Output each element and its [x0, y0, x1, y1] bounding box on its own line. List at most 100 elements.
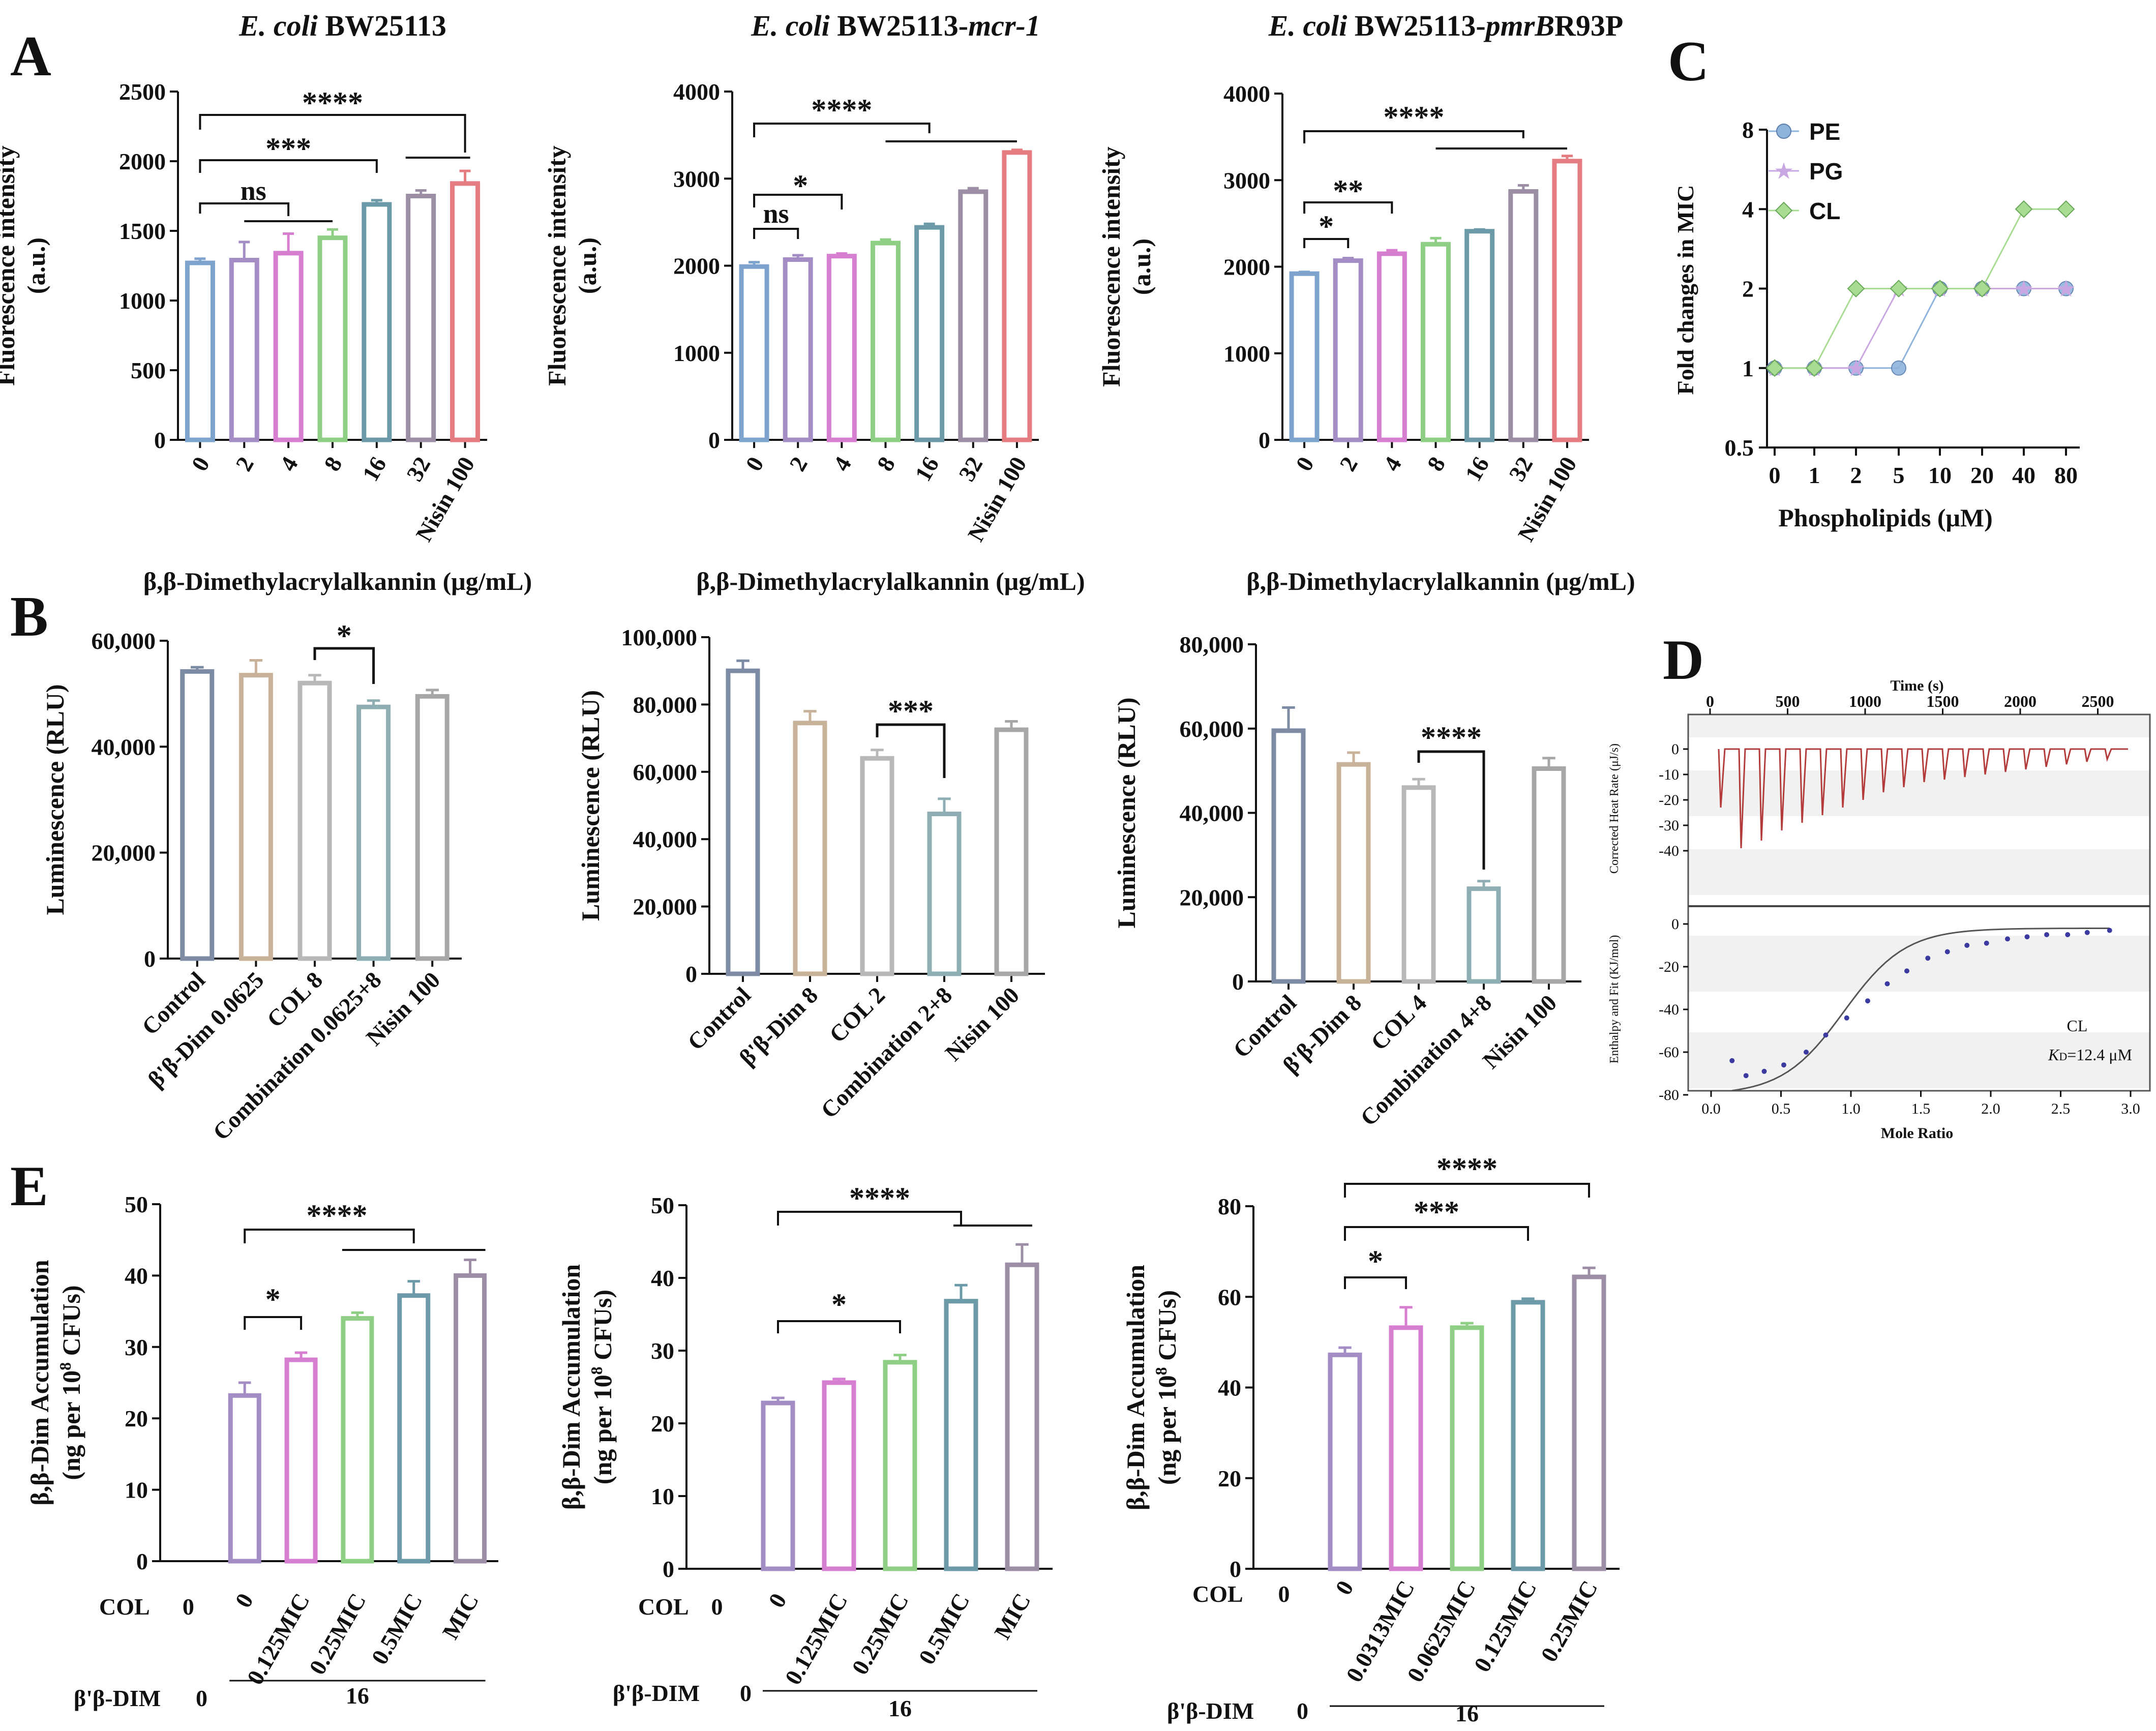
C-point-CL	[1973, 280, 1991, 297]
C-x-tick-label: 5	[1893, 462, 1905, 488]
E3-x-tick-label: 0	[1330, 1576, 1359, 1599]
A1-bar	[185, 260, 215, 442]
A1-y-tick-label: 2500	[119, 79, 166, 105]
E3-4star-bracket	[1344, 1183, 1590, 1198]
E2-y-tick-label: 50	[651, 1192, 674, 1218]
E2-x-tick-label: 0.25MIC	[847, 1589, 914, 1679]
E1-y-axis-label: β,β-Dim Accumulation	[25, 1260, 54, 1505]
A1-bar	[317, 235, 348, 442]
E2-y-tick-label: 0	[663, 1556, 674, 1582]
E1-1star-bracket	[244, 1316, 303, 1330]
B1-y-tick-label: 0	[144, 946, 156, 972]
E2-bar	[822, 1380, 856, 1571]
A1-x-tick-label: 32	[401, 453, 435, 486]
B2-y-tick-label: 40,000	[633, 826, 698, 852]
E3-y-tick-label: 20	[1218, 1466, 1241, 1491]
B3-bar	[1466, 886, 1501, 984]
E3-bar	[1328, 1352, 1362, 1571]
A3-y-axis-label: Fluorescence intensity	[1097, 146, 1125, 387]
C-legend-marker-PE	[1776, 124, 1791, 139]
A3-title: E. coli BW25113-pmrBR93P	[1268, 9, 1624, 42]
E3-3star-bracket	[1344, 1226, 1529, 1241]
E3-y-units-a: (ng per 10	[1153, 1375, 1181, 1485]
E1-x-tick-label: 0.5MIC	[366, 1589, 427, 1669]
C-y-tick-label: 8	[1742, 117, 1754, 143]
B3-bar	[1532, 766, 1566, 984]
B1-bar	[356, 704, 391, 961]
D-fit-curve	[1732, 927, 2110, 1092]
A2-y-tick-label: 0	[708, 427, 720, 453]
E2-x-tick-label: MIC	[989, 1589, 1035, 1644]
B3-sig-label: ****	[1421, 721, 1482, 754]
E1-y-axis-label-units: (ng per 108 CFUs)	[56, 1285, 85, 1480]
B2-bar	[994, 727, 1029, 976]
E1-y-tick-label: 0	[136, 1548, 148, 1574]
E2-y-axis-label: β,β-Dim Accumulation	[557, 1264, 585, 1510]
E3-y-units-sup: 8	[1152, 1367, 1170, 1375]
E3-row-value-right: 16	[1455, 1700, 1479, 1726]
D-data-point	[1844, 1015, 1849, 1021]
B2-x-tick-label: Nisin 100	[940, 982, 1024, 1066]
A2-title-italic: E. coli	[751, 9, 837, 42]
A2-x-tick-label: 0	[740, 453, 769, 475]
E1-row-label-dim: β'β-DIM	[74, 1685, 161, 1711]
A1-bar	[450, 181, 481, 442]
E2-bar	[761, 1400, 795, 1571]
E1-x-tick-label: MIC	[437, 1589, 484, 1644]
A3-x-tick-label: 0	[1291, 453, 1319, 475]
A2-x-axis-label: β,β-Dimethylacrylalkannin (μg/mL)	[696, 567, 1085, 595]
B3-bar	[1401, 785, 1436, 984]
A1-4star-bracket	[199, 114, 466, 153]
D-bottom-band	[1688, 1032, 2150, 1088]
D-bottom-y-tick-label: -60	[1659, 1044, 1679, 1061]
C-y-tick-label: 1	[1742, 355, 1754, 381]
D-top-band	[1688, 714, 2150, 737]
E2-x-tick-label: 0	[763, 1589, 792, 1612]
E3-y-units-b: CFUs)	[1153, 1290, 1181, 1367]
A2-x-tick-label: 8	[872, 453, 900, 475]
A1-x-tick-label: 16	[357, 453, 391, 486]
D-top-x-tick-label: 0	[1706, 692, 1714, 710]
E3-y-tick-label: 60	[1218, 1284, 1241, 1310]
D-kd-label: KD=12.4 μM	[2048, 1046, 2132, 1064]
A3-y-tick-label: 4000	[1223, 81, 1270, 107]
A1-y-tick-label: 500	[131, 357, 166, 383]
A2-4star-bracket	[753, 123, 931, 137]
B3-y-tick-label: 40,000	[1180, 800, 1244, 826]
E3-y-axis-label: β,β-Dim Accumulation	[1121, 1265, 1150, 1510]
A3-title-italic: E. coli	[1268, 9, 1355, 42]
A2-x-tick-label: 32	[953, 453, 987, 486]
C-y-axis-label: Fold changes in MIC	[1672, 185, 1698, 395]
C-x-tick-label: 40	[2012, 462, 2035, 488]
A3-1star-bracket	[1303, 238, 1350, 248]
A2-y-tick-label: 2000	[673, 253, 720, 279]
E3-y-axis-label-units: (ng per 108 CFUs)	[1152, 1290, 1181, 1485]
B2-y-axis-label: Luminescence (RLU)	[576, 690, 605, 921]
C-point-CL	[1765, 359, 1784, 377]
C-point-CL	[1847, 280, 1865, 297]
C-legend-label-PE: PE	[1809, 118, 1840, 145]
E2-y-tick-label: 40	[651, 1265, 674, 1291]
B1-bar	[297, 680, 332, 961]
E1-bar	[397, 1293, 431, 1564]
A3-bar	[1508, 189, 1539, 442]
A3-y-tick-label: 2000	[1223, 254, 1270, 280]
A1-title-strain: BW25113	[325, 9, 446, 42]
A3-x-tick-label: 32	[1504, 453, 1538, 486]
A2-bar	[958, 189, 989, 442]
D-legend-label: CL	[2067, 1017, 2088, 1035]
E1-y-tick-label: 30	[125, 1334, 148, 1360]
A1-y-tick-label: 2000	[119, 148, 166, 174]
A2-bar	[783, 257, 813, 442]
B3-y-axis-label: Luminescence (RLU)	[1112, 697, 1141, 928]
C-point-PG: ★	[2015, 278, 2033, 301]
A1-bar	[273, 251, 304, 442]
E2-x-tick-label: 0	[711, 1594, 723, 1620]
C-point-CL	[2057, 200, 2075, 218]
A2-x-tick-label: 16	[910, 453, 944, 486]
A2-bar	[826, 254, 857, 442]
E2-row-value-left: 0	[740, 1680, 752, 1706]
D-top-x-tick-label: 1000	[1849, 692, 1881, 710]
E3-1star-bracket	[1344, 1276, 1407, 1289]
D-bottom-y-tick-label: -80	[1659, 1087, 1679, 1103]
